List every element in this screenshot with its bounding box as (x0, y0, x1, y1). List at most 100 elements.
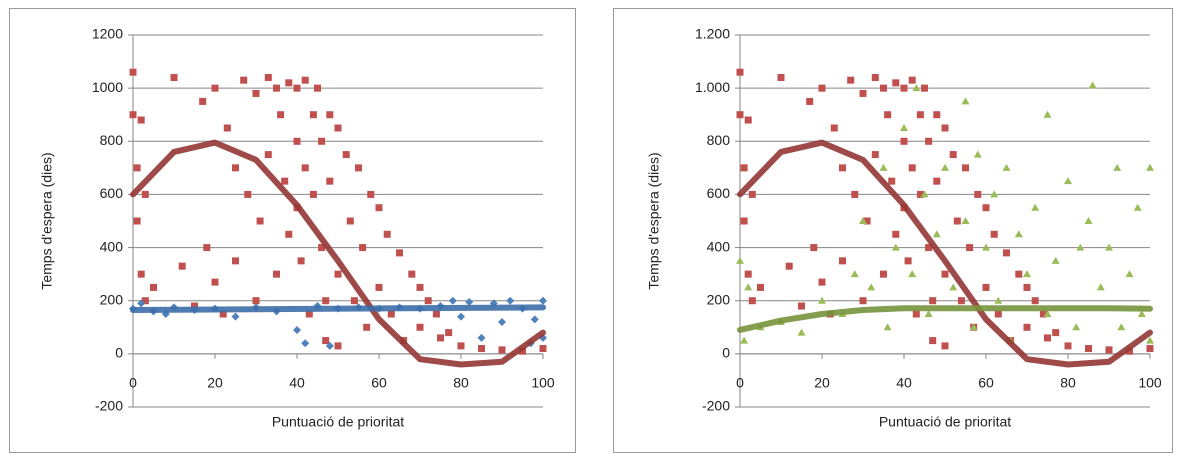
point (318, 137, 326, 145)
point (1105, 346, 1113, 354)
x-axis-title: Puntuació de prioritat (272, 414, 404, 430)
point (1023, 270, 1031, 278)
point (941, 270, 949, 278)
point (256, 217, 264, 225)
point (736, 68, 744, 76)
point (748, 190, 756, 198)
point (912, 84, 921, 92)
chart-frame (9, 8, 576, 453)
point (301, 76, 309, 84)
x-tick-label: 40 (289, 375, 305, 391)
x-tick-label: 60 (371, 375, 387, 391)
point (301, 339, 310, 348)
y-tick-label: 0 (115, 345, 123, 361)
point (150, 283, 157, 291)
point (137, 299, 146, 308)
point (969, 323, 978, 331)
point (810, 244, 818, 252)
point (530, 315, 539, 324)
point (387, 310, 395, 318)
y-tick-label: -200 (95, 398, 123, 414)
point (301, 164, 309, 172)
y-tick-label: 400 (100, 238, 124, 254)
point (953, 217, 961, 225)
point (314, 84, 321, 92)
trend-line (737, 305, 1153, 333)
point (1023, 323, 1031, 331)
y-tick-label: 1000 (92, 79, 123, 95)
y-tick-label: 600 (707, 185, 731, 201)
point (273, 84, 280, 92)
point (1105, 243, 1113, 251)
point (740, 217, 748, 225)
point (908, 76, 916, 84)
point (883, 323, 892, 331)
point (170, 74, 178, 82)
point (334, 124, 342, 132)
point (326, 111, 334, 119)
point (859, 297, 867, 305)
y-tick-label: 1200 (92, 26, 123, 42)
x-axis-title: Puntuació de prioritat (879, 414, 1011, 430)
point (408, 270, 416, 278)
point (900, 124, 908, 131)
point (961, 217, 970, 224)
point (199, 97, 207, 105)
point (1096, 283, 1105, 291)
x-tick-label: 80 (1060, 375, 1076, 391)
point (264, 151, 272, 159)
point (223, 124, 231, 132)
point (961, 97, 970, 105)
y-tick-label: -200 (702, 398, 730, 414)
point (375, 204, 383, 212)
point (1052, 329, 1060, 337)
x-tick-label: 100 (531, 375, 555, 391)
plot-marks (129, 68, 547, 368)
point (396, 249, 403, 257)
point (990, 190, 999, 198)
point (744, 116, 752, 124)
point (744, 283, 753, 291)
x-tick-label: 40 (896, 375, 912, 391)
point (375, 283, 383, 291)
point (797, 328, 806, 336)
point (477, 333, 486, 342)
point (904, 257, 912, 265)
point (1076, 243, 1085, 251)
point (916, 111, 924, 119)
point (293, 137, 301, 145)
point (1043, 110, 1052, 118)
point (871, 151, 879, 159)
point (921, 84, 928, 92)
point (1117, 323, 1126, 331)
point (1014, 230, 1023, 238)
point (949, 151, 957, 159)
point (924, 310, 933, 317)
point (465, 298, 474, 307)
point (252, 297, 260, 305)
point (888, 177, 896, 185)
x-tick-label: 20 (814, 375, 830, 391)
point (264, 74, 272, 82)
point (839, 164, 846, 172)
point (318, 244, 326, 252)
point (994, 310, 1002, 318)
point (448, 296, 457, 305)
point (498, 317, 506, 326)
point (211, 278, 219, 286)
point (1044, 334, 1051, 342)
point (359, 244, 367, 252)
point (322, 337, 330, 345)
point (962, 164, 969, 172)
point (1003, 249, 1010, 257)
point (457, 342, 465, 350)
point (908, 164, 916, 172)
point (1015, 270, 1023, 278)
point (325, 341, 334, 350)
point (929, 297, 937, 305)
point (1137, 310, 1146, 317)
x-tick-label: 100 (1138, 375, 1162, 391)
point (879, 163, 888, 171)
point (383, 230, 391, 238)
point (203, 244, 211, 252)
